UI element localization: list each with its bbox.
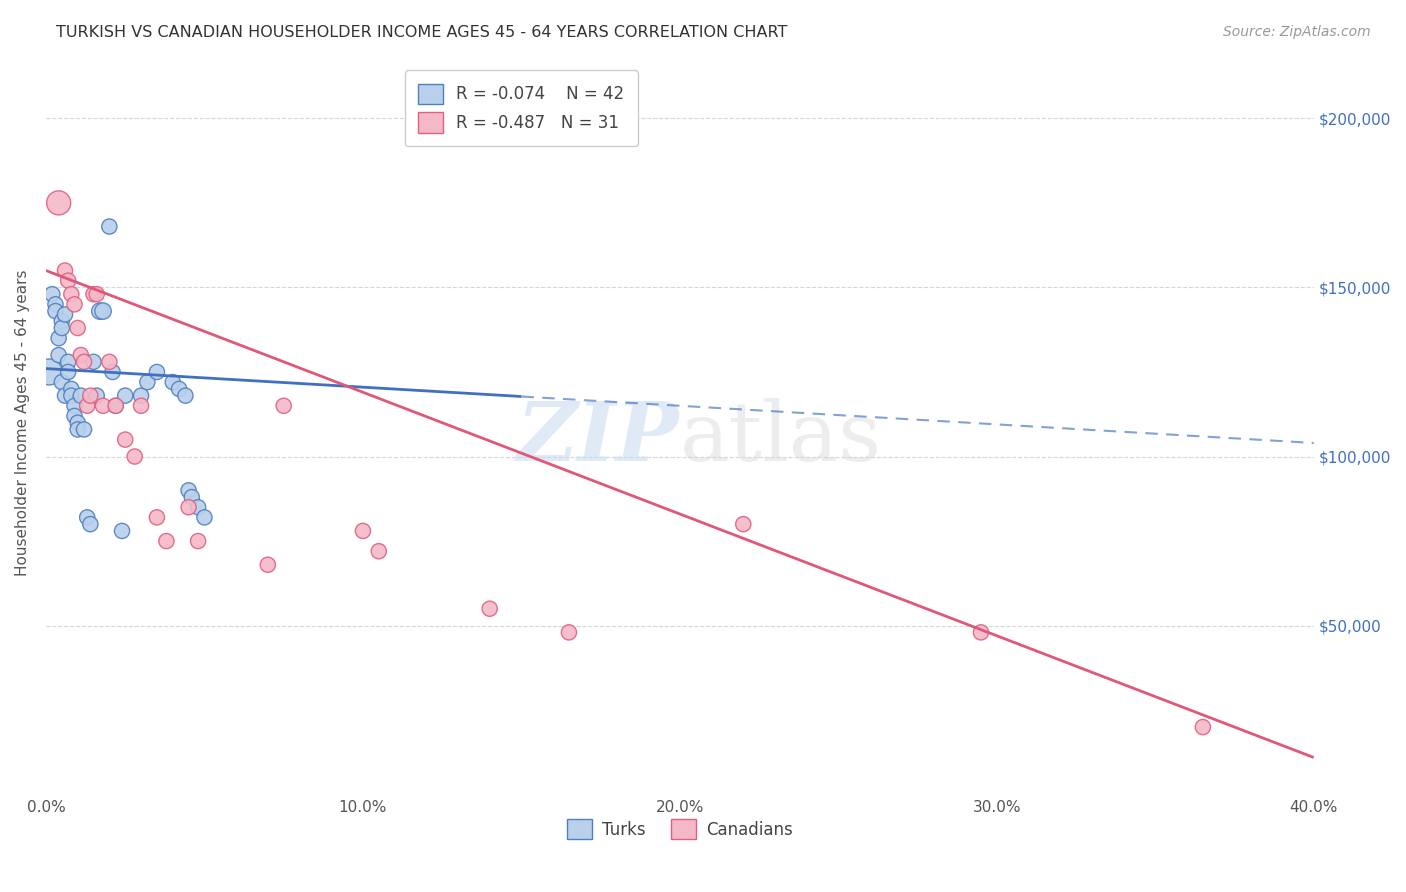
Point <box>56 365 79 379</box>
Text: ZIP: ZIP <box>517 398 681 477</box>
Point <box>91 399 114 413</box>
Point <box>114 433 136 447</box>
Point <box>114 389 136 403</box>
Point <box>124 450 146 464</box>
Point <box>44 297 66 311</box>
Point <box>129 389 152 403</box>
Point <box>51 314 73 328</box>
Point <box>136 375 159 389</box>
Point <box>101 365 124 379</box>
Point <box>79 517 101 532</box>
Point <box>44 304 66 318</box>
Point <box>273 399 295 413</box>
Point <box>51 375 73 389</box>
Point <box>56 355 79 369</box>
Point <box>83 287 105 301</box>
Point <box>104 399 127 413</box>
Point <box>79 389 101 403</box>
Point <box>98 355 121 369</box>
Point <box>970 625 993 640</box>
Point <box>146 365 169 379</box>
Point <box>86 389 108 403</box>
Point <box>53 263 76 277</box>
Point <box>1191 720 1213 734</box>
Point <box>167 382 190 396</box>
Point <box>83 355 105 369</box>
Point <box>66 321 89 335</box>
Text: atlas: atlas <box>681 398 882 477</box>
Point <box>256 558 278 572</box>
Y-axis label: Householder Income Ages 45 - 64 years: Householder Income Ages 45 - 64 years <box>15 269 30 576</box>
Point <box>352 524 374 538</box>
Point <box>60 287 83 301</box>
Point <box>53 389 76 403</box>
Point <box>73 355 96 369</box>
Point <box>193 510 215 524</box>
Point <box>478 601 501 615</box>
Point <box>60 389 83 403</box>
Point <box>63 297 86 311</box>
Point <box>48 195 70 210</box>
Point <box>76 399 98 413</box>
Point <box>146 510 169 524</box>
Point <box>41 287 63 301</box>
Point <box>98 219 121 234</box>
Point <box>66 416 89 430</box>
Point <box>187 500 209 515</box>
Point <box>180 490 202 504</box>
Point <box>48 348 70 362</box>
Point <box>56 274 79 288</box>
Point <box>367 544 389 558</box>
Point <box>558 625 581 640</box>
Point <box>187 534 209 549</box>
Text: TURKISH VS CANADIAN HOUSEHOLDER INCOME AGES 45 - 64 YEARS CORRELATION CHART: TURKISH VS CANADIAN HOUSEHOLDER INCOME A… <box>56 25 787 40</box>
Point <box>129 399 152 413</box>
Text: Source: ZipAtlas.com: Source: ZipAtlas.com <box>1223 25 1371 39</box>
Point <box>53 308 76 322</box>
Point <box>76 510 98 524</box>
Point <box>733 517 755 532</box>
Point <box>69 348 91 362</box>
Point <box>91 304 114 318</box>
Point <box>63 399 86 413</box>
Point <box>155 534 177 549</box>
Point <box>60 382 83 396</box>
Point <box>177 483 200 498</box>
Point <box>51 321 73 335</box>
Point <box>63 409 86 423</box>
Point <box>38 365 60 379</box>
Point <box>111 524 134 538</box>
Point <box>89 304 111 318</box>
Point <box>48 331 70 345</box>
Point <box>174 389 197 403</box>
Point <box>104 399 127 413</box>
Point <box>162 375 184 389</box>
Point <box>69 389 91 403</box>
Point <box>73 422 96 436</box>
Point <box>66 422 89 436</box>
Point <box>177 500 200 515</box>
Point <box>86 287 108 301</box>
Legend: Turks, Canadians: Turks, Canadians <box>561 813 799 846</box>
